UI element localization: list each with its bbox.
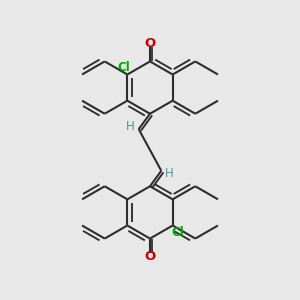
Text: H: H [165,167,174,180]
Text: O: O [144,37,156,50]
Text: H: H [126,120,135,133]
Text: O: O [144,250,156,263]
Text: Cl: Cl [117,61,130,74]
Text: Cl: Cl [172,226,184,239]
